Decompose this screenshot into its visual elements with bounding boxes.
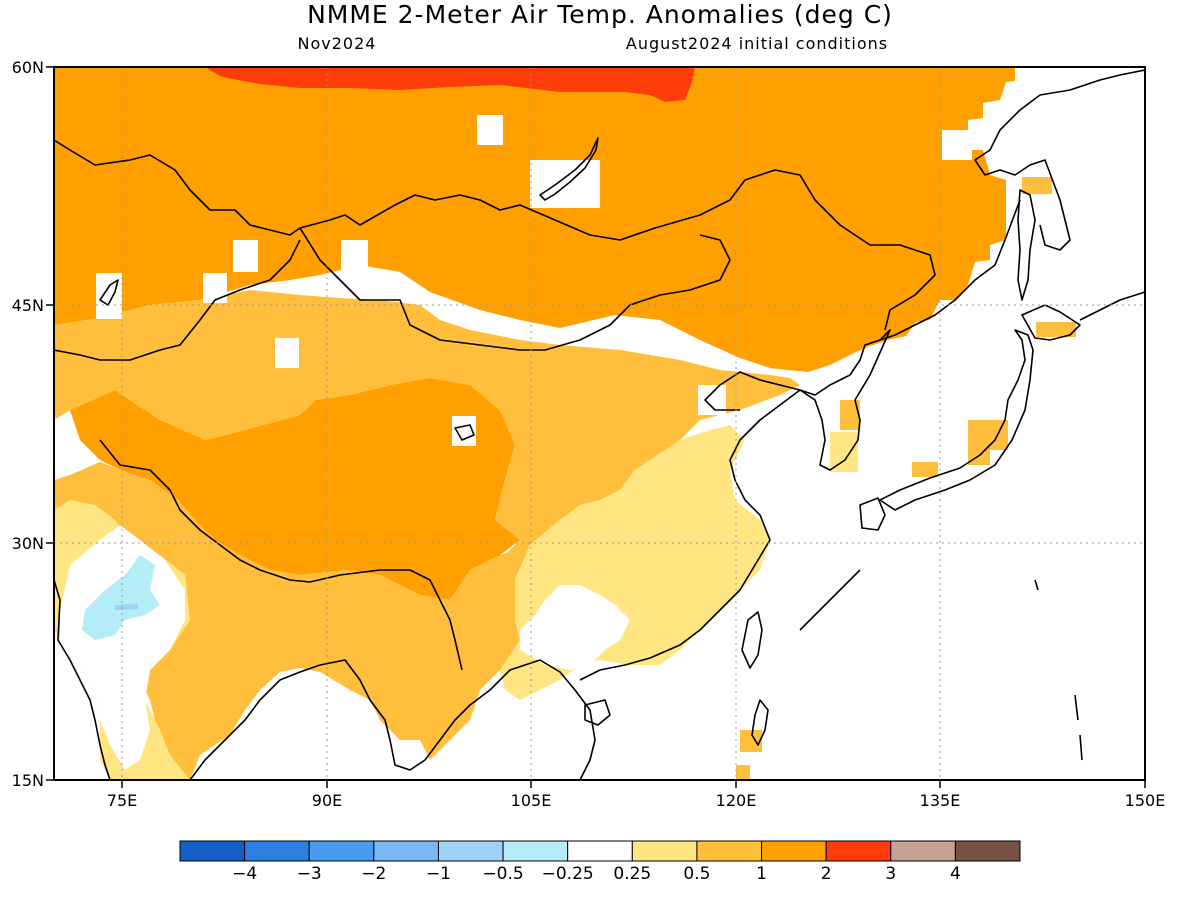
colorbar-label: 0.5 (683, 864, 710, 884)
colorbar-label: 2 (821, 864, 832, 884)
plot-frame (53, 66, 1146, 781)
anomaly-region-neutral-china (520, 585, 630, 670)
coast-ryukyu (799, 569, 861, 631)
border-russia-kazakhstan (54, 139, 936, 331)
coast-japan-hokkaido (1021, 304, 1081, 341)
coast-southeast-asia (424, 659, 596, 780)
figure-title: NMME 2-Meter Air Temp. Anomalies (deg C) (307, 0, 893, 29)
colorbar-swatch (890, 840, 956, 862)
colorbar-label: 1 (756, 864, 767, 884)
colorbar-swatch (244, 840, 310, 862)
colorbar: −4 −3 −2 −1 −0.5 −0.25 0.25 0.5 1 2 3 4 (179, 840, 1021, 884)
border-himalaya (99, 439, 463, 671)
colorbar-swatch (373, 840, 439, 862)
colorbar-label: −0.25 (542, 864, 594, 884)
colorbar-label: 3 (885, 864, 896, 884)
lon-labels: 75E 90E 105E 120E 135E 150E (107, 791, 1166, 810)
lake-baikal (539, 137, 599, 201)
coast-bay-of-bengal (189, 659, 426, 780)
anomaly-region-0p5-to-1-north (54, 290, 800, 555)
colorbar-swatch (696, 840, 763, 862)
coast-china-east (579, 371, 801, 681)
lat-label-60n: 60N (12, 58, 44, 77)
anomaly-region-2-to-3 (205, 67, 695, 102)
anomaly-region-1-to-2-tibet (70, 378, 520, 600)
colorbar-label: −1 (426, 864, 451, 884)
border-kazakhstan-china (54, 239, 301, 361)
coast-japan-kyushu (859, 497, 886, 531)
colorbar-swatch (954, 840, 1021, 862)
colorbar-swatch (502, 840, 569, 862)
lon-label-135e: 135E (920, 791, 961, 810)
colorbar-label: −0.5 (482, 864, 523, 884)
valid-month: Nov2024 (298, 34, 377, 53)
lat-label-45n: 45N (12, 296, 44, 315)
anomaly-region-cool-core (115, 604, 138, 610)
lon-label-150e: 150E (1125, 791, 1166, 810)
colorbar-label: −2 (361, 864, 386, 884)
coast-korea (799, 329, 891, 471)
anomaly-region-0p5-to-1-south (54, 462, 530, 780)
colorbar-swatch (761, 840, 827, 862)
lon-label-105e: 105E (511, 791, 552, 810)
anomaly-region-cool-india (82, 555, 160, 640)
init-conditions: August2024 initial conditions (626, 34, 888, 53)
axis-ticks (46, 66, 1146, 788)
anomaly-region-neutral-india (60, 525, 185, 770)
coastlines-borders (54, 69, 1145, 780)
lat-label-15n: 15N (12, 771, 44, 790)
coast-hainan (584, 699, 611, 726)
lat-label-30n: 30N (12, 534, 44, 553)
masked-gridboxes (96, 67, 1145, 446)
coast-japan-honshu (879, 329, 1034, 511)
colorbar-swatch (631, 840, 698, 862)
coast-okhotsk (974, 69, 1145, 251)
coast-india-west (54, 579, 111, 780)
colorbar-label: −3 (297, 864, 322, 884)
coast-taiwan (741, 611, 763, 669)
colorbar-swatch (179, 840, 246, 862)
anomaly-shading (54, 67, 1145, 780)
coast-philippines (751, 699, 769, 746)
colorbar-label: −4 (232, 864, 257, 884)
lake-qinghai (454, 424, 475, 441)
colorbar-label: 4 (950, 864, 961, 884)
lake-balkhash (99, 279, 119, 306)
lon-label-90e: 90E (312, 791, 342, 810)
lat-labels: 60N 45N 30N 15N (12, 58, 44, 790)
border-mongolia-south (299, 227, 731, 351)
anomaly-region-japan-blocks (736, 176, 1076, 780)
colorbar-label: 0.25 (613, 864, 651, 884)
lon-label-75e: 75E (107, 791, 137, 810)
gridlines (54, 67, 1145, 780)
colorbar-swatch (308, 840, 375, 862)
coast-russia-primorye (879, 199, 1021, 341)
colorbar-swatch (437, 840, 504, 862)
islands-pacific (1034, 579, 1083, 761)
anomaly-region-1-to-2 (54, 67, 1022, 372)
lon-label-120e: 120E (716, 791, 757, 810)
coast-sakhalin (1017, 189, 1036, 301)
colorbar-swatch (567, 840, 633, 862)
colorbar-swatch (825, 840, 892, 862)
